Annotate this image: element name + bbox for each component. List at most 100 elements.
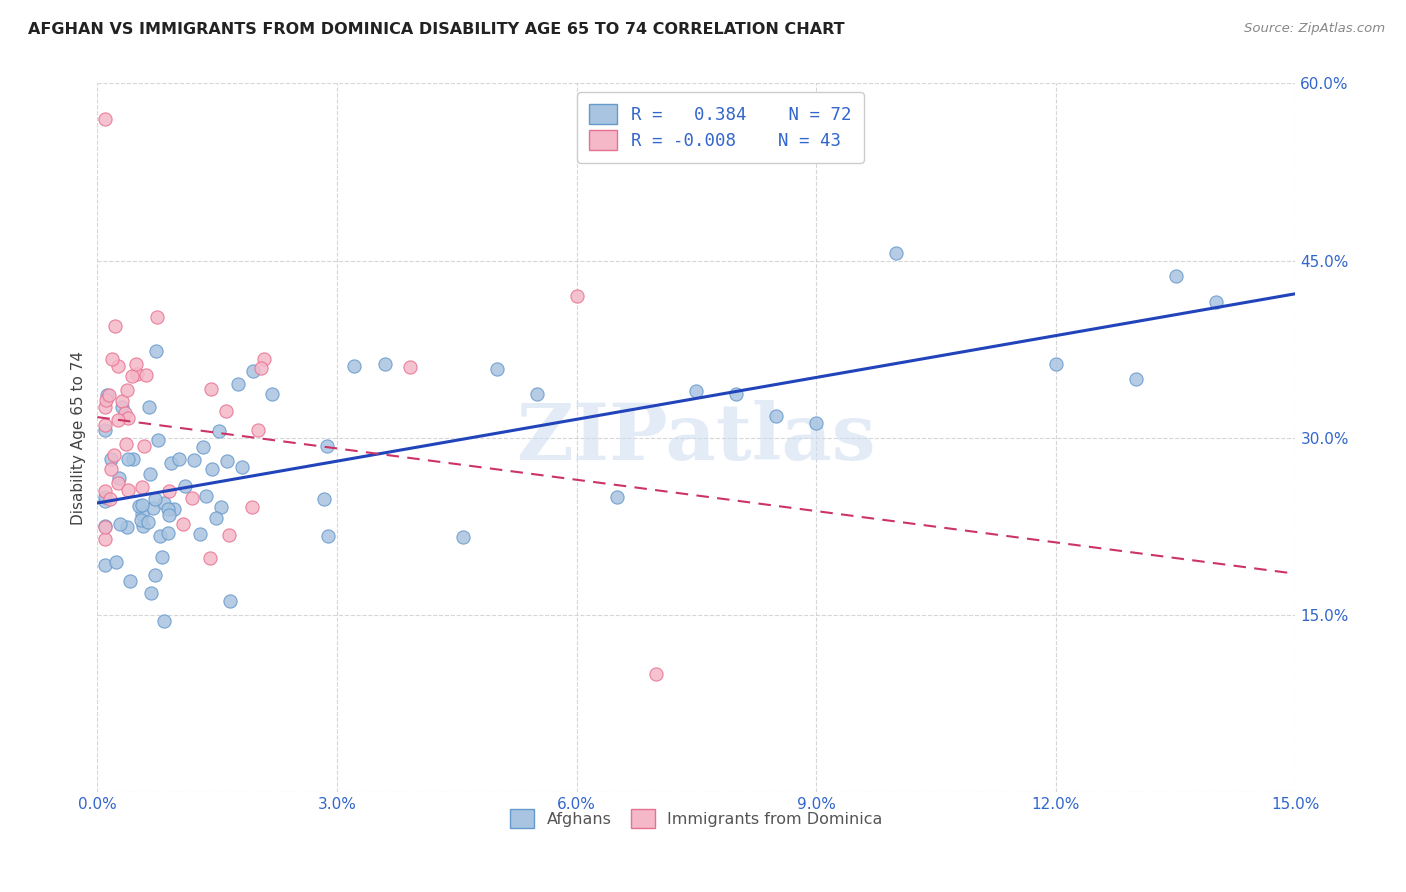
Point [725, 387, 748, 401]
Point [188, 527, 211, 541]
Point [215, 454, 238, 468]
Point [183, 453, 205, 467]
Point [231, 459, 253, 474]
Point [765, 409, 787, 424]
Y-axis label: Disability Age 65 to 74: Disability Age 65 to 74 [72, 351, 86, 524]
Point [157, 526, 180, 541]
Point [204, 510, 226, 524]
Point [180, 491, 202, 506]
Point [115, 437, 138, 451]
Point [94, 520, 117, 534]
Point [118, 574, 141, 588]
Point [94, 483, 117, 498]
Point [97, 387, 120, 401]
Point [172, 516, 194, 531]
Point [374, 357, 396, 371]
Point [399, 359, 422, 374]
Point [94, 112, 117, 126]
Text: ZIPatlas: ZIPatlas [516, 400, 876, 475]
Point [200, 462, 222, 476]
Point [143, 568, 166, 582]
Point [94, 493, 117, 508]
Point [253, 352, 276, 367]
Point [111, 400, 134, 414]
Point [108, 471, 131, 485]
Point [139, 467, 162, 481]
Point [138, 400, 160, 414]
Point [94, 490, 117, 504]
Point [115, 384, 138, 398]
Point [157, 508, 180, 522]
Point [152, 614, 174, 628]
Point [94, 423, 117, 437]
Point [103, 448, 125, 462]
Point [219, 593, 242, 607]
Point [134, 439, 156, 453]
Point [145, 344, 167, 359]
Point [242, 363, 264, 377]
Point [94, 392, 117, 407]
Point [645, 667, 668, 681]
Point [209, 500, 232, 514]
Point [565, 289, 588, 303]
Point [131, 498, 153, 512]
Point [125, 367, 148, 381]
Point [806, 417, 828, 431]
Point [150, 550, 173, 565]
Point [129, 514, 152, 528]
Point [162, 502, 184, 516]
Point [685, 384, 707, 398]
Point [94, 400, 117, 414]
Point [94, 532, 117, 546]
Point [485, 362, 508, 376]
Point [193, 441, 215, 455]
Point [343, 359, 366, 373]
Point [117, 483, 139, 498]
Point [105, 555, 128, 569]
Point [240, 500, 263, 515]
Point [146, 310, 169, 324]
Point [314, 492, 336, 507]
Point [100, 462, 122, 476]
Point [606, 490, 628, 504]
Point [195, 489, 218, 503]
Point [138, 515, 160, 529]
Point [114, 406, 136, 420]
Point [104, 319, 127, 334]
Point [198, 551, 221, 566]
Point [215, 404, 238, 418]
Point [146, 433, 169, 447]
Point [1205, 294, 1227, 309]
Point [250, 360, 273, 375]
Point [174, 479, 197, 493]
Point [1125, 372, 1147, 386]
Point [167, 451, 190, 466]
Point [157, 501, 180, 516]
Point [1164, 268, 1187, 283]
Point [316, 529, 339, 543]
Point [94, 518, 117, 533]
Point [200, 382, 222, 396]
Point [143, 492, 166, 507]
Point [316, 439, 339, 453]
Point [218, 528, 240, 542]
Point [153, 496, 176, 510]
Point [107, 359, 129, 373]
Point [94, 418, 117, 433]
Point [101, 351, 124, 366]
Point [110, 517, 132, 532]
Text: AFGHAN VS IMMIGRANTS FROM DOMINICA DISABILITY AGE 65 TO 74 CORRELATION CHART: AFGHAN VS IMMIGRANTS FROM DOMINICA DISAB… [28, 22, 845, 37]
Point [94, 558, 117, 573]
Point [100, 451, 122, 466]
Point [246, 423, 269, 437]
Text: Source: ZipAtlas.com: Source: ZipAtlas.com [1244, 22, 1385, 36]
Point [131, 479, 153, 493]
Point [128, 500, 150, 514]
Point [884, 246, 907, 260]
Point [117, 452, 139, 467]
Point [121, 368, 143, 383]
Point [260, 386, 283, 401]
Point [111, 394, 134, 409]
Point [208, 424, 231, 438]
Point [107, 476, 129, 491]
